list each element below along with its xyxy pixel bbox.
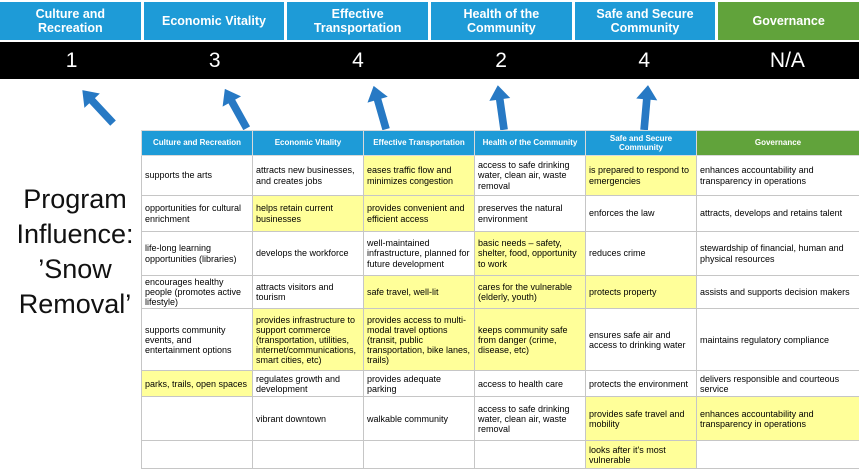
- matrix-cell: provides access to multi-modal travel op…: [364, 309, 475, 371]
- up-arrow-icon: [74, 82, 123, 132]
- up-arrow-icon: [486, 84, 516, 133]
- matrix-cell: provides adequate parking: [364, 371, 475, 397]
- matrix-cell: basic needs – safety, shelter, food, opp…: [475, 232, 586, 276]
- matrix-cell: access to safe drinking water, clean air…: [475, 397, 586, 441]
- matrix-cell: supports community events, and entertain…: [142, 309, 253, 371]
- matrix-cell: reduces crime: [586, 232, 697, 276]
- matrix-cell: life-long learning opportunities (librar…: [142, 232, 253, 276]
- pillar-header-governance: Governance: [718, 2, 859, 40]
- column-header-safe-and-secure-community: Safe and Secure Community: [586, 131, 697, 156]
- matrix-cell: enhances accountability and transparency…: [697, 397, 859, 441]
- matrix-cell: attracts visitors and tourism: [253, 276, 364, 309]
- matrix-cell: cares for the vulnerable (elderly, youth…: [475, 276, 586, 309]
- matrix-cell: attracts new businesses, and creates job…: [253, 156, 364, 196]
- table-row: life-long learning opportunities (librar…: [142, 232, 859, 276]
- matrix-cell: maintains regulatory compliance: [697, 309, 859, 371]
- matrix-cell: access to health care: [475, 371, 586, 397]
- score-effective-transportation: 4: [286, 42, 429, 79]
- matrix-cell: preserves the natural environment: [475, 196, 586, 232]
- pillar-header-safe-and-secure-community: Safe and Secure Community: [575, 2, 716, 40]
- matrix-cell: protects property: [586, 276, 697, 309]
- matrix-cell: stewardship of financial, human and phys…: [697, 232, 859, 276]
- column-header-effective-transportation: Effective Transportation: [364, 131, 475, 156]
- up-arrow-icon: [362, 83, 398, 134]
- column-header-health-of-the-community: Health of the Community: [475, 131, 586, 156]
- matrix-cell: is prepared to respond to emergencies: [586, 156, 697, 196]
- table-row: encourages healthy people (promotes acti…: [142, 276, 859, 309]
- table-row: supports community events, and entertain…: [142, 309, 859, 371]
- matrix-cell: develops the workforce: [253, 232, 364, 276]
- matrix-cell: provides infrastructure to support comme…: [253, 309, 364, 371]
- matrix-cell: eases traffic flow and minimizes congest…: [364, 156, 475, 196]
- matrix-cell: provides convenient and efficient access: [364, 196, 475, 232]
- matrix-cell: delivers responsible and courteous servi…: [697, 371, 859, 397]
- matrix-cell: protects the environment: [586, 371, 697, 397]
- matrix-cell: regulates growth and development: [253, 371, 364, 397]
- matrix-cell: provides safe travel and mobility: [586, 397, 697, 441]
- score-culture-and-recreation: 1: [0, 42, 143, 79]
- matrix-cell: enhances accountability and transparency…: [697, 156, 859, 196]
- matrix-cell: encourages healthy people (promotes acti…: [142, 276, 253, 309]
- matrix-cell: parks, trails, open spaces: [142, 371, 253, 397]
- matrix-cell: access to safe drinking water, clean air…: [475, 156, 586, 196]
- matrix-cell: supports the arts: [142, 156, 253, 196]
- matrix-cell: helps retain current businesses: [253, 196, 364, 232]
- matrix-cell: walkable community: [364, 397, 475, 441]
- column-header-economic-vitality: Economic Vitality: [253, 131, 364, 156]
- pillar-header-effective-transportation: Effective Transportation: [287, 2, 428, 40]
- matrix-cell: safe travel, well-lit: [364, 276, 475, 309]
- matrix-cell: keeps community safe from danger (crime,…: [475, 309, 586, 371]
- pillar-header-health-of-the-community: Health of the Community: [431, 2, 572, 40]
- matrix-cell: well-maintained infrastructure, planned …: [364, 232, 475, 276]
- column-header-culture-and-recreation: Culture and Recreation: [142, 131, 253, 156]
- matrix-cell: assists and supports decision makers: [697, 276, 859, 309]
- up-arrow-icon: [632, 84, 660, 132]
- matrix-cell: [142, 397, 253, 441]
- score-governance: N/A: [716, 42, 859, 79]
- matrix-cell: attracts, develops and retains talent: [697, 196, 859, 232]
- slide-title: Program Influence: ’Snow Removal’: [0, 182, 150, 322]
- score-economic-vitality: 3: [143, 42, 286, 79]
- matrix-cell: enforces the law: [586, 196, 697, 232]
- score-safe-and-secure-community: 4: [573, 42, 716, 79]
- pillar-header-economic-vitality: Economic Vitality: [144, 2, 285, 40]
- matrix-cell: ensures safe air and access to drinking …: [586, 309, 697, 371]
- column-header-governance: Governance: [697, 131, 859, 156]
- matrix-cell: vibrant downtown: [253, 397, 364, 441]
- matrix-cell: opportunities for cultural enrichment: [142, 196, 253, 232]
- score-health-of-the-community: 2: [430, 42, 573, 79]
- up-arrow-icon: [214, 83, 257, 135]
- pillar-header-culture-and-recreation: Culture and Recreation: [0, 2, 141, 40]
